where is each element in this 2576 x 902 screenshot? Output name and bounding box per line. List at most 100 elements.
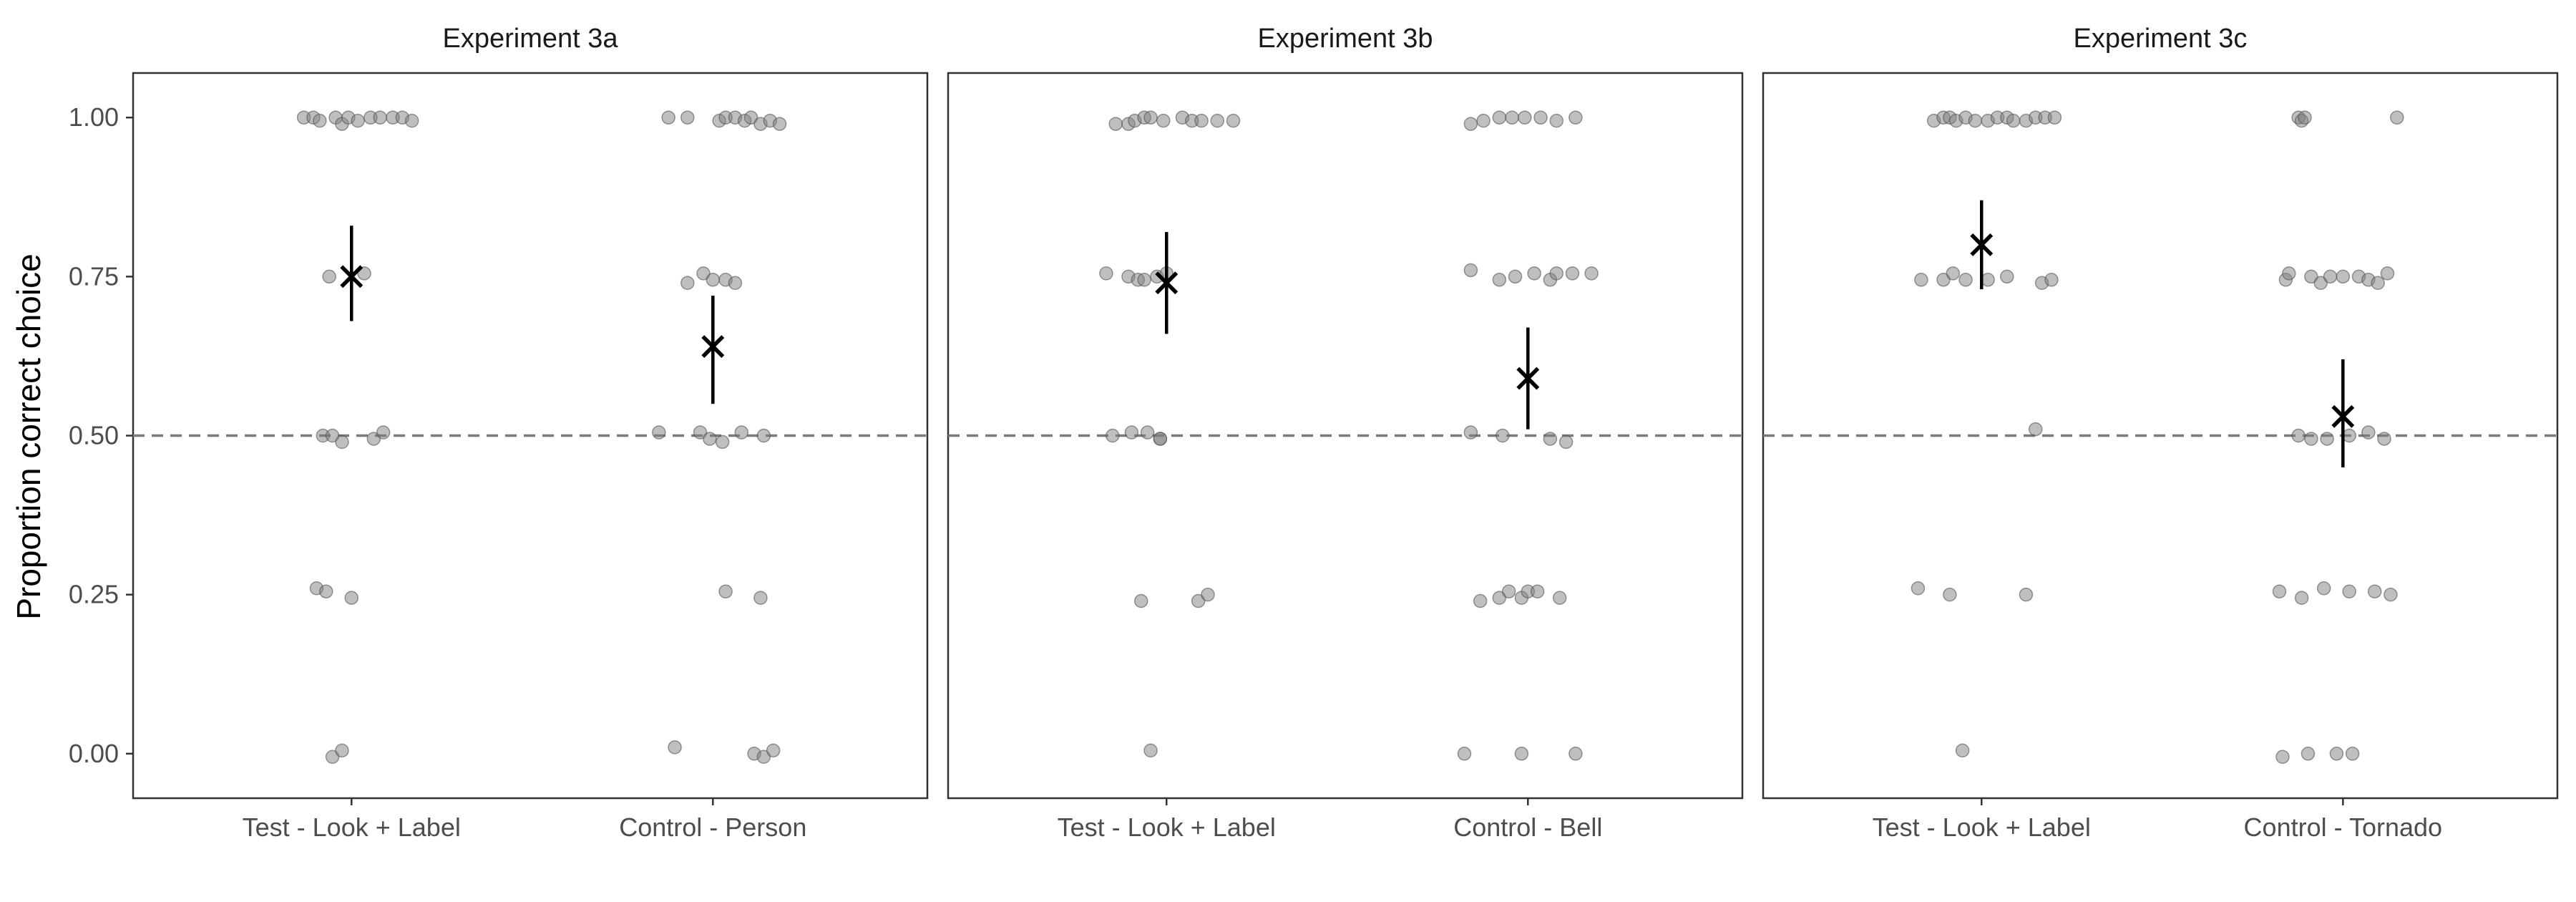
data-point bbox=[1191, 593, 1206, 608]
data-point bbox=[668, 740, 682, 755]
data-point bbox=[1981, 273, 1995, 287]
data-point bbox=[715, 435, 730, 450]
data-point bbox=[1549, 113, 1564, 128]
facet-title: Experiment 3b bbox=[1257, 24, 1433, 54]
data-point bbox=[1508, 269, 1523, 284]
data-point bbox=[2282, 266, 2296, 281]
data-point bbox=[2275, 750, 2290, 764]
data-point bbox=[1457, 747, 1472, 761]
data-point bbox=[652, 425, 666, 440]
data-point bbox=[1584, 266, 1599, 281]
data-point bbox=[2028, 422, 2043, 437]
data-point bbox=[1463, 117, 1478, 131]
y-tick-label: 0.25 bbox=[69, 580, 119, 609]
data-point bbox=[2316, 581, 2331, 596]
data-point bbox=[734, 425, 749, 440]
data-point bbox=[2320, 432, 2334, 446]
data-point bbox=[1476, 113, 1491, 128]
data-point bbox=[1473, 593, 1488, 608]
data-point bbox=[728, 276, 743, 290]
data-point bbox=[1492, 273, 1507, 287]
data-point bbox=[1496, 428, 1510, 443]
data-point bbox=[1514, 747, 1529, 761]
data-point bbox=[772, 117, 787, 131]
data-point bbox=[661, 110, 675, 125]
data-point bbox=[2342, 584, 2356, 598]
data-point bbox=[2047, 110, 2062, 125]
data-point bbox=[2044, 273, 2059, 287]
data-point bbox=[1943, 587, 1957, 602]
data-point bbox=[2380, 266, 2395, 281]
data-point bbox=[703, 432, 717, 446]
mean-marker bbox=[340, 265, 364, 288]
data-point bbox=[2336, 269, 2351, 284]
x-tick-label: Control - Bell bbox=[1453, 813, 1602, 842]
data-point bbox=[1530, 584, 1545, 598]
data-point bbox=[335, 743, 349, 758]
data-point bbox=[322, 269, 336, 284]
data-point bbox=[1568, 747, 1583, 761]
data-point bbox=[357, 266, 371, 281]
data-point bbox=[1914, 273, 1928, 287]
data-point bbox=[1463, 263, 1478, 278]
data-point bbox=[1946, 266, 1961, 281]
data-point bbox=[2361, 425, 2376, 440]
mean-marker bbox=[1516, 367, 1540, 390]
x-tick-label: Test - Look + Label bbox=[1873, 813, 2091, 842]
data-point bbox=[1492, 591, 1507, 605]
x-tick-label: Test - Look + Label bbox=[243, 813, 461, 842]
data-point bbox=[1549, 266, 1564, 281]
facet-panel-2: Experiment 3b Test - Look + Label Control … bbox=[947, 24, 1744, 842]
data-point bbox=[1226, 113, 1241, 128]
data-point bbox=[2272, 584, 2287, 598]
data-point bbox=[1501, 584, 1516, 598]
data-point bbox=[1463, 425, 1478, 440]
data-point bbox=[743, 110, 758, 125]
data-point bbox=[2342, 428, 2356, 443]
data-point bbox=[1124, 425, 1139, 440]
data-point bbox=[718, 584, 733, 598]
mean-marker bbox=[1155, 271, 1179, 295]
data-point bbox=[1143, 110, 1158, 125]
data-point bbox=[366, 432, 381, 446]
data-point bbox=[344, 591, 358, 605]
data-point bbox=[680, 110, 695, 125]
data-point bbox=[1568, 110, 1583, 125]
data-point bbox=[756, 428, 771, 443]
data-point bbox=[2304, 432, 2318, 446]
data-point bbox=[756, 750, 771, 764]
data-point bbox=[325, 750, 340, 764]
data-point bbox=[1518, 110, 1532, 125]
data-point bbox=[1194, 113, 1209, 128]
data-point bbox=[2301, 747, 2316, 761]
data-point bbox=[2345, 747, 2360, 761]
data-point bbox=[1156, 113, 1171, 128]
data-point bbox=[696, 266, 711, 281]
data-point bbox=[1210, 113, 1225, 128]
mean-marker bbox=[701, 335, 725, 359]
data-point bbox=[1492, 110, 1507, 125]
facet-panels: Experiment 3a 0.00 0.25 0.50 0.75 1.00 Test - … bbox=[69, 24, 2559, 842]
data-point bbox=[376, 425, 391, 440]
y-tick-label: 0.00 bbox=[69, 739, 119, 768]
data-point bbox=[2371, 276, 2385, 290]
data-point bbox=[2019, 587, 2034, 602]
data-point bbox=[680, 276, 695, 290]
y-tick-label: 1.00 bbox=[69, 102, 119, 132]
facet-panel-3: Experiment 3c Test - Look + Label Control … bbox=[1762, 24, 2559, 842]
data-point bbox=[335, 435, 349, 450]
x-tick-label: Control - Tornado bbox=[2244, 813, 2443, 842]
data-point bbox=[2384, 587, 2398, 602]
data-point bbox=[1955, 743, 1970, 758]
data-point bbox=[766, 743, 781, 758]
data-point bbox=[2304, 269, 2318, 284]
data-point bbox=[2294, 591, 2309, 605]
data-point bbox=[693, 425, 708, 440]
data-point bbox=[313, 113, 327, 128]
data-point bbox=[1137, 273, 1151, 287]
data-point bbox=[1543, 432, 1558, 446]
data-point bbox=[1552, 591, 1567, 605]
data-point bbox=[1201, 587, 1215, 602]
mean-marker bbox=[1970, 233, 1994, 256]
